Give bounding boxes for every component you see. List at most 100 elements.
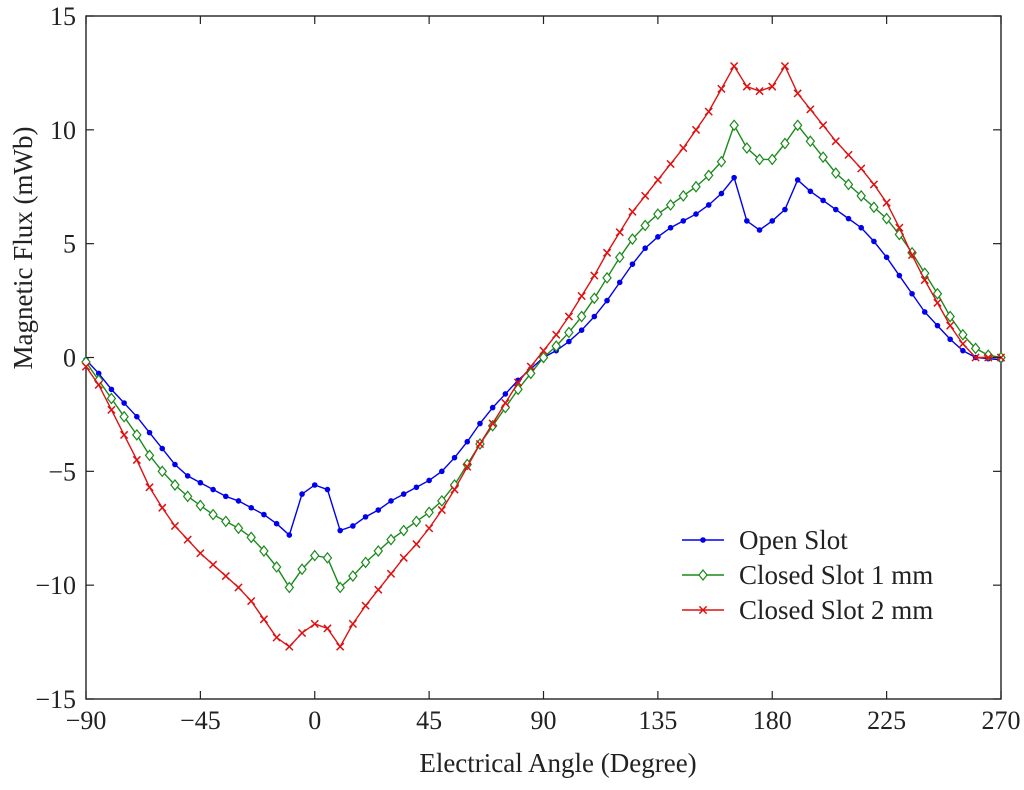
data-point xyxy=(336,642,345,651)
data-point xyxy=(81,362,91,371)
data-point xyxy=(665,199,676,211)
data-point xyxy=(197,479,204,486)
data-point xyxy=(680,218,687,224)
data-point xyxy=(807,188,814,195)
data-point xyxy=(322,551,333,564)
y-tick-label: −5 xyxy=(48,457,76,486)
data-point xyxy=(335,581,345,594)
data-point xyxy=(578,327,585,333)
data-point xyxy=(896,272,903,279)
data-point xyxy=(932,287,943,300)
data-point xyxy=(388,498,394,504)
y-axis-title: Magnetic Flux (mWb) xyxy=(8,127,38,370)
data-point xyxy=(564,326,574,339)
data-point xyxy=(602,248,612,257)
data-point xyxy=(742,142,752,155)
data-point xyxy=(538,351,549,364)
data-point xyxy=(501,398,510,408)
data-point xyxy=(881,212,892,225)
data-point xyxy=(412,540,421,549)
data-point xyxy=(284,581,295,594)
y-tick-label: −15 xyxy=(35,685,76,714)
data-point xyxy=(691,125,701,134)
data-point xyxy=(424,524,434,533)
series-2 xyxy=(81,61,1006,651)
data-point xyxy=(602,271,612,284)
legend-marker xyxy=(700,537,706,543)
data-point xyxy=(475,439,485,449)
data-point xyxy=(94,380,103,389)
legend-marker xyxy=(698,605,708,615)
data-point xyxy=(933,298,942,307)
legend-label: Open Slot xyxy=(739,525,848,555)
data-point xyxy=(703,169,714,182)
data-point xyxy=(411,515,422,528)
data-point xyxy=(818,151,828,164)
x-tick-label: 135 xyxy=(638,706,677,735)
data-point xyxy=(246,531,256,544)
data-point xyxy=(845,215,852,222)
data-point xyxy=(629,261,636,267)
data-point xyxy=(678,189,689,202)
data-point xyxy=(259,545,269,557)
data-point xyxy=(489,404,496,411)
data-point xyxy=(945,310,955,323)
data-point xyxy=(704,107,713,116)
data-point xyxy=(463,462,472,471)
data-point xyxy=(286,532,293,538)
data-point xyxy=(831,137,840,146)
data-point xyxy=(920,275,929,285)
y-tick-label: 5 xyxy=(63,230,76,259)
data-point xyxy=(261,511,267,518)
data-point xyxy=(731,174,737,181)
data-point xyxy=(858,224,865,231)
data-point xyxy=(856,189,866,202)
x-tick-label: 225 xyxy=(867,706,906,735)
data-point xyxy=(971,353,980,362)
data-point xyxy=(832,206,839,213)
data-point xyxy=(895,223,904,232)
data-point xyxy=(780,137,790,150)
data-point xyxy=(627,233,638,246)
data-point xyxy=(450,485,459,494)
data-point xyxy=(119,410,129,423)
data-point xyxy=(386,569,396,578)
data-point xyxy=(145,483,154,492)
data-point xyxy=(843,178,854,191)
data-point xyxy=(984,353,993,362)
data-point xyxy=(907,250,917,260)
data-point xyxy=(196,549,205,558)
data-point xyxy=(400,491,407,497)
data-point xyxy=(235,498,242,504)
data-point xyxy=(857,164,866,173)
data-point xyxy=(640,219,650,232)
legend-entry: Closed Slot 1 mm xyxy=(682,560,933,590)
legend-entry: Closed Slot 2 mm xyxy=(682,595,933,625)
data-point xyxy=(513,378,523,387)
data-point xyxy=(144,449,155,462)
data-point xyxy=(248,504,255,511)
data-point xyxy=(792,119,803,132)
data-point xyxy=(666,159,675,169)
legend-entry: Open Slot xyxy=(682,525,848,555)
data-point xyxy=(221,515,231,528)
data-point xyxy=(780,61,790,71)
data-point xyxy=(437,494,447,507)
data-point xyxy=(744,218,750,224)
data-point xyxy=(477,420,483,427)
data-point xyxy=(502,391,509,397)
data-point xyxy=(297,628,307,638)
data-point xyxy=(273,520,280,527)
data-point xyxy=(271,560,282,573)
data-point xyxy=(591,313,598,320)
x-tick-label: −45 xyxy=(180,706,221,735)
data-point xyxy=(146,429,153,436)
data-point xyxy=(729,61,739,71)
legend-marker xyxy=(698,569,708,581)
data-point xyxy=(882,198,891,207)
data-point xyxy=(259,615,269,624)
data-point xyxy=(170,479,180,491)
data-point xyxy=(337,527,343,534)
data-point xyxy=(106,392,117,405)
